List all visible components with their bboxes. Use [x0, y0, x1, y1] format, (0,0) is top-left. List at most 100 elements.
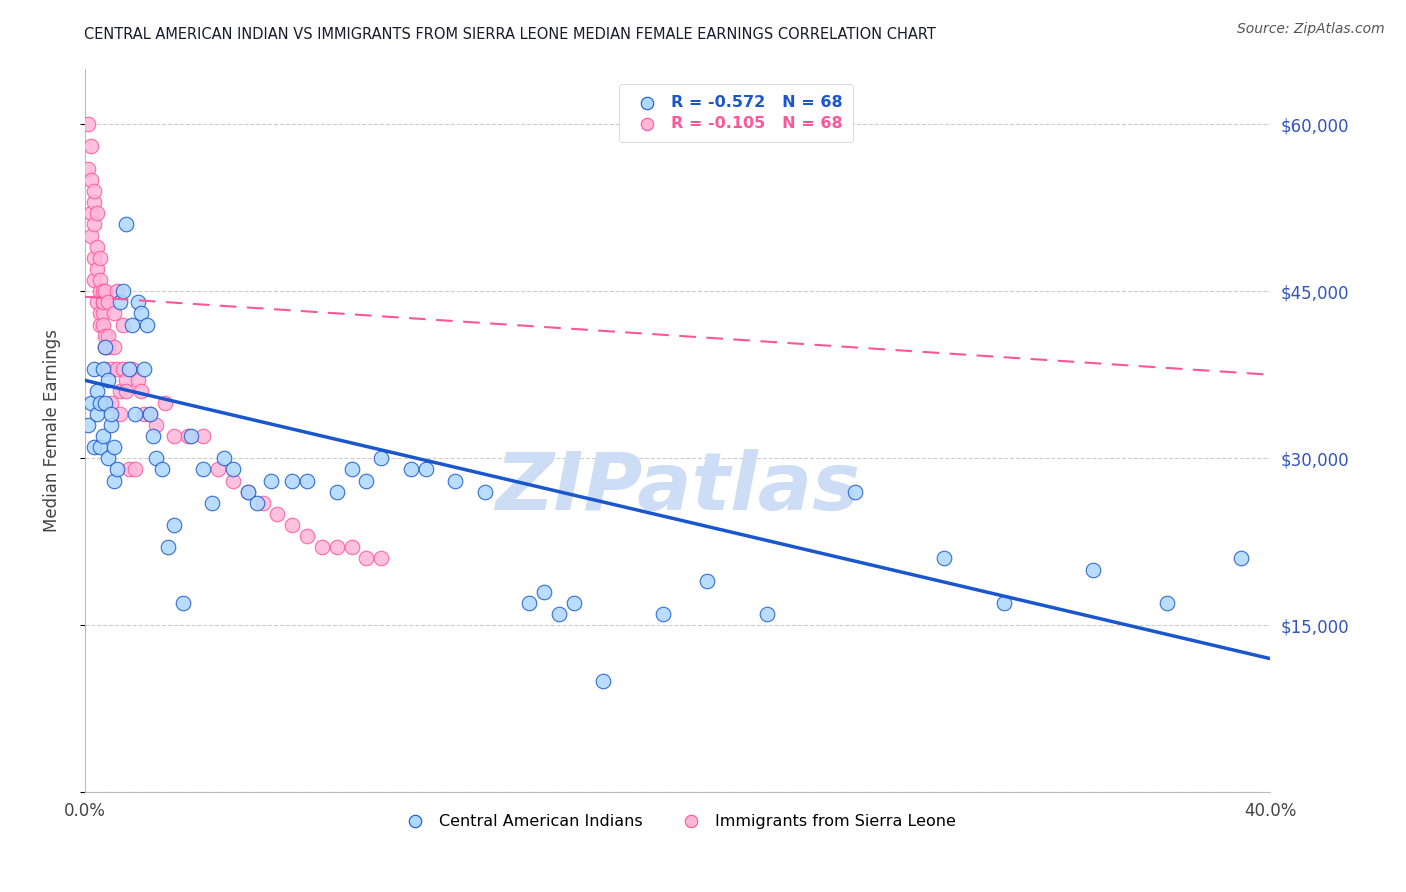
Point [115, 384, 138, 399]
Point [97, 295, 120, 310]
Point [145, 417, 167, 432]
Point [150, 462, 173, 476]
Point [142, 429, 165, 443]
Point [562, 596, 585, 610]
Point [121, 362, 143, 376]
Point [79, 228, 101, 243]
Point [79, 139, 101, 153]
Point [105, 462, 128, 476]
Point [311, 541, 333, 555]
Point [399, 462, 422, 476]
Point [844, 484, 866, 499]
Point [252, 496, 274, 510]
Text: Source: ZipAtlas.com: Source: ZipAtlas.com [1237, 22, 1385, 37]
Point [79, 395, 101, 409]
Point [356, 474, 378, 488]
Point [207, 462, 229, 476]
Point [127, 373, 149, 387]
Point [444, 474, 467, 488]
Point [86, 407, 108, 421]
Point [236, 484, 259, 499]
Point [1081, 563, 1104, 577]
Point [83, 273, 105, 287]
Point [139, 407, 162, 421]
Point [325, 484, 347, 499]
Y-axis label: Median Female Earnings: Median Female Earnings [44, 329, 60, 532]
Point [91, 295, 114, 310]
Point [1230, 551, 1253, 566]
Point [94, 395, 117, 409]
Point [89, 318, 111, 332]
Point [103, 474, 125, 488]
Point [94, 284, 117, 298]
Point [86, 384, 108, 399]
Point [91, 429, 114, 443]
Point [156, 541, 179, 555]
Point [86, 240, 108, 254]
Point [340, 541, 363, 555]
Point [993, 596, 1015, 610]
Point [325, 541, 347, 555]
Point [153, 395, 176, 409]
Point [91, 306, 114, 320]
Point [115, 373, 138, 387]
Point [100, 417, 122, 432]
Point [236, 484, 259, 499]
Point [83, 184, 105, 198]
Point [76, 117, 98, 131]
Point [139, 407, 162, 421]
Point [94, 340, 117, 354]
Point [83, 362, 105, 376]
Point [172, 596, 194, 610]
Point [103, 440, 125, 454]
Point [163, 429, 186, 443]
Point [519, 596, 541, 610]
Point [112, 284, 135, 298]
Point [295, 529, 318, 543]
Point [281, 474, 304, 488]
Point [136, 318, 159, 332]
Point [91, 318, 114, 332]
Point [86, 262, 108, 277]
Point [103, 340, 125, 354]
Point [86, 295, 108, 310]
Legend: Central American Indians, Immigrants from Sierra Leone: Central American Indians, Immigrants fro… [394, 807, 962, 835]
Point [91, 295, 114, 310]
Point [89, 273, 111, 287]
Point [118, 362, 141, 376]
Point [177, 429, 200, 443]
Point [97, 451, 120, 466]
Point [94, 328, 117, 343]
Point [124, 407, 146, 421]
Point [83, 440, 105, 454]
Point [124, 462, 146, 476]
Point [105, 362, 128, 376]
Point [76, 417, 98, 432]
Point [118, 462, 141, 476]
Point [110, 295, 132, 310]
Point [934, 551, 956, 566]
Point [129, 384, 152, 399]
Point [592, 673, 614, 688]
Point [281, 518, 304, 533]
Point [115, 218, 138, 232]
Point [132, 362, 155, 376]
Point [180, 429, 202, 443]
Point [127, 295, 149, 310]
Point [97, 328, 120, 343]
Point [533, 585, 555, 599]
Point [474, 484, 496, 499]
Point [132, 407, 155, 421]
Point [94, 340, 117, 354]
Point [89, 395, 111, 409]
Point [97, 373, 120, 387]
Point [79, 173, 101, 187]
Point [83, 251, 105, 265]
Point [103, 306, 125, 320]
Point [89, 284, 111, 298]
Text: CENTRAL AMERICAN INDIAN VS IMMIGRANTS FROM SIERRA LEONE MEDIAN FEMALE EARNINGS C: CENTRAL AMERICAN INDIAN VS IMMIGRANTS FR… [84, 27, 936, 42]
Point [94, 362, 117, 376]
Point [696, 574, 718, 588]
Point [110, 384, 132, 399]
Point [340, 462, 363, 476]
